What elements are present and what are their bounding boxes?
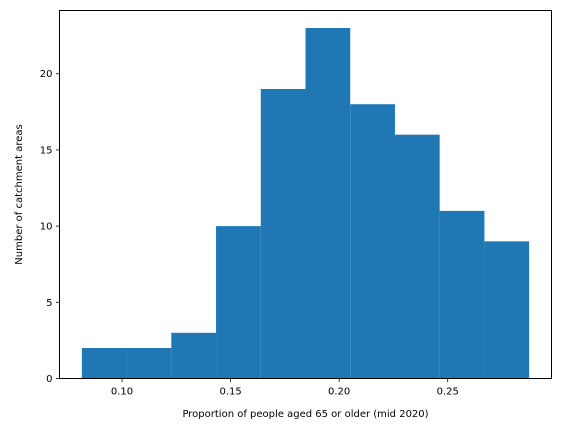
y-tick-label: 20 bbox=[40, 69, 53, 80]
histogram-bar bbox=[171, 332, 217, 379]
plot-frame bbox=[59, 10, 552, 379]
histogram-bar bbox=[394, 134, 440, 379]
x-axis-label: Proportion of people aged 65 or older (m… bbox=[182, 409, 428, 420]
bars bbox=[81, 28, 530, 379]
histogram-bar bbox=[81, 348, 127, 379]
x-axis-ticks: 0.10 0.15 0.20 0.25 bbox=[111, 378, 459, 398]
histogram-bar bbox=[260, 88, 306, 379]
histogram-bar bbox=[439, 210, 485, 379]
y-tick-label: 0 bbox=[46, 374, 52, 385]
histogram-bar bbox=[216, 226, 261, 379]
histogram-bar bbox=[305, 28, 351, 379]
histogram-bar bbox=[350, 104, 395, 379]
x-tick-label: 0.15 bbox=[219, 387, 241, 398]
x-tick-label: 0.25 bbox=[437, 387, 459, 398]
histogram-bar bbox=[126, 348, 172, 379]
y-tick-label: 15 bbox=[40, 145, 53, 156]
y-axis-ticks: 0 5 10 15 20 bbox=[40, 69, 60, 385]
y-tick-label: 5 bbox=[46, 298, 52, 309]
y-axis-label: Number of catchment areas bbox=[14, 124, 25, 264]
y-tick-label: 10 bbox=[40, 222, 53, 233]
histogram-bar bbox=[484, 241, 530, 379]
x-tick-label: 0.10 bbox=[111, 387, 133, 398]
x-tick-label: 0.20 bbox=[328, 387, 350, 398]
